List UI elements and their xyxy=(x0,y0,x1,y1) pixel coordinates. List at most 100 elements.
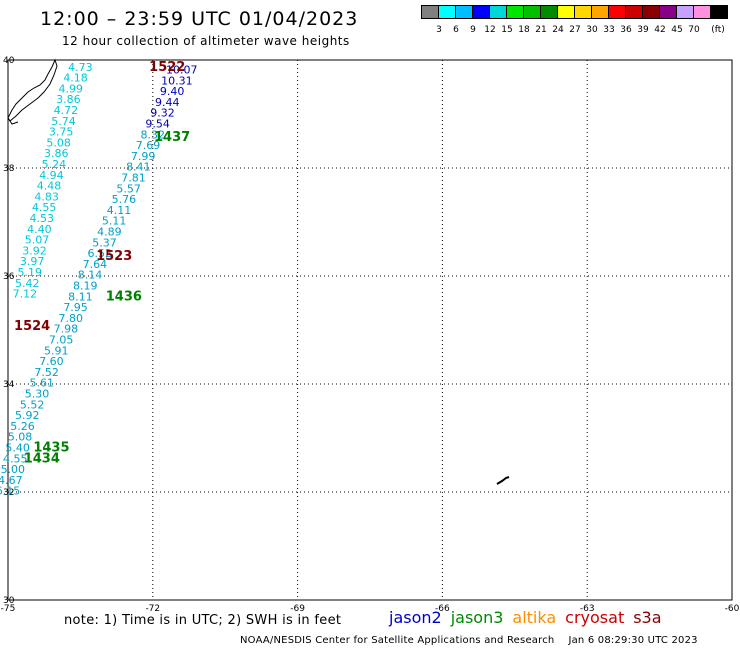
pass-time-label: 1522 xyxy=(149,60,185,75)
wave-height-value: 3.86 xyxy=(56,93,81,106)
wave-height-value: 5.11 xyxy=(102,215,127,228)
wave-height-value: 5.00 xyxy=(1,463,26,476)
pass-time-label: 1436 xyxy=(106,289,142,304)
colorbar-label: 33 xyxy=(603,25,615,35)
lon-tick-label: -66 xyxy=(435,604,450,614)
wave-height-value: 7.69 xyxy=(136,139,161,152)
wave-height-value: 4.53 xyxy=(30,212,55,225)
wave-height-value: 7.81 xyxy=(121,172,146,185)
wave-height-value: 5.57 xyxy=(116,182,141,195)
wave-height-value: 5.08 xyxy=(8,431,33,444)
wave-height-value: 5.61 xyxy=(30,377,55,390)
legend-jason3: jason3 xyxy=(450,608,504,627)
colorbar-label: 70 xyxy=(688,25,700,35)
wave-height-value: 4.55 xyxy=(3,452,28,465)
legend-jason2: jason2 xyxy=(389,608,442,627)
colorbar-label: 27 xyxy=(569,25,581,35)
wave-height-value: 3.97 xyxy=(20,255,45,268)
wave-height-value: 7.98 xyxy=(54,323,79,336)
colorbar-label: 3 xyxy=(436,25,442,35)
wave-height-value: 5.76 xyxy=(112,193,137,206)
wave-height-value: 5.91 xyxy=(44,344,69,357)
wave-height-value: 4.72 xyxy=(54,104,79,117)
wave-height-value: 8.14 xyxy=(78,269,103,282)
wave-height-value: 5.42 xyxy=(15,277,40,290)
wave-height-value: 9.54 xyxy=(145,118,170,131)
wave-height-value: 8.19 xyxy=(73,280,98,293)
pass-time-label: 1437 xyxy=(154,130,190,145)
wave-height-value: 7.52 xyxy=(34,366,59,379)
wave-height-value: 5.74 xyxy=(51,115,76,128)
wave-height-value: 5.37 xyxy=(92,236,117,249)
wave-height-value: 4.48 xyxy=(37,180,62,193)
pass-time-label: 1434 xyxy=(24,451,60,466)
wave-height-value: 7.95 xyxy=(63,301,88,314)
wave-height-value: 9.44 xyxy=(155,96,180,109)
lat-tick-label: 36 xyxy=(3,272,15,282)
colorbar-label: 12 xyxy=(484,25,496,35)
wave-height-value: 3.92 xyxy=(22,244,47,257)
lon-tick-label: -72 xyxy=(145,604,160,614)
credit-line: NOAA/NESDIS Center for Satellite Applica… xyxy=(240,635,698,646)
wave-height-value: 5.07 xyxy=(25,234,50,247)
wave-height-value: 8.41 xyxy=(126,161,151,174)
lat-tick-label: 38 xyxy=(3,164,15,174)
wave-height-value: 3.75 xyxy=(49,126,74,139)
wave-height-value: 5.30 xyxy=(25,388,50,401)
wave-height-value: 9.40 xyxy=(160,85,185,98)
wave-height-value: 10.07 xyxy=(166,64,198,77)
coastline-sound xyxy=(7,117,19,125)
credit-text: NOAA/NESDIS Center for Satellite Applica… xyxy=(240,635,555,646)
satellite-legend: jason2 jason3 altika cryosat s3a xyxy=(389,608,671,627)
lat-tick-label: 40 xyxy=(3,56,15,66)
note-text: note: 1) Time is in UTC; 2) SWH is in fe… xyxy=(64,613,342,628)
colorbar-label: 24 xyxy=(552,25,564,35)
wave-height-value: 6.52 xyxy=(87,247,112,260)
colorbar-label: 30 xyxy=(586,25,598,35)
colorbar-label: 45 xyxy=(671,25,683,35)
plot-frame xyxy=(7,59,733,601)
colorbar-label: 15 xyxy=(501,25,513,35)
colorbar-label: 39 xyxy=(637,25,649,35)
wave-height-value: 8.32 xyxy=(141,128,166,141)
wave-height-value: 4.40 xyxy=(27,223,52,236)
wave-height-value: 3.86 xyxy=(44,147,69,160)
colorbar-label: 21 xyxy=(535,25,547,35)
wave-height-value: 7.05 xyxy=(49,334,74,347)
wave-height-value: 4.89 xyxy=(97,226,122,239)
wave-height-value: 4.83 xyxy=(34,190,59,203)
wave-height-value: 7.80 xyxy=(58,312,83,325)
wave-height-value: 5.19 xyxy=(17,266,42,279)
page-subtitle: 12 hour collection of altimeter wave hei… xyxy=(62,34,350,48)
legend-altika: altika xyxy=(512,608,557,627)
wave-height-value: 7.64 xyxy=(83,258,108,271)
wave-height-value: 4.11 xyxy=(107,204,132,217)
lon-tick-label: -60 xyxy=(725,604,740,614)
wave-height-value: 5.92 xyxy=(15,409,40,422)
wave-height-value: 7.60 xyxy=(39,355,64,368)
wave-height-value: 4.55 xyxy=(32,201,57,214)
lat-tick-label: 30 xyxy=(3,596,15,606)
colorbar-swatch xyxy=(710,5,728,19)
wave-height-value: 9.32 xyxy=(150,107,175,120)
pass-time-label: 1435 xyxy=(33,441,69,456)
lat-tick-label: 32 xyxy=(3,488,14,498)
wave-height-value: 4.67 xyxy=(0,474,23,487)
wave-height-value: 5.40 xyxy=(5,442,30,455)
colorbar-label: 6 xyxy=(453,25,459,35)
colorbar-label: 18 xyxy=(518,25,530,35)
wave-height-value: 5.52 xyxy=(20,398,45,411)
wave-height-value: 4.99 xyxy=(58,82,83,95)
legend-cryosat: cryosat xyxy=(565,608,625,627)
wave-height-value: 6.15 xyxy=(0,485,20,498)
legend-s3a: s3a xyxy=(633,608,662,627)
colorbar-label: 9 xyxy=(470,25,476,35)
wave-height-value: 7.12 xyxy=(13,288,38,301)
wave-height-value: 4.94 xyxy=(39,169,64,182)
wave-height-value: 5.26 xyxy=(10,420,35,433)
colorbar-label: 36 xyxy=(620,25,632,35)
pass-time-label: 1524 xyxy=(14,319,50,334)
colorbar-unit: (ft) xyxy=(711,25,725,35)
